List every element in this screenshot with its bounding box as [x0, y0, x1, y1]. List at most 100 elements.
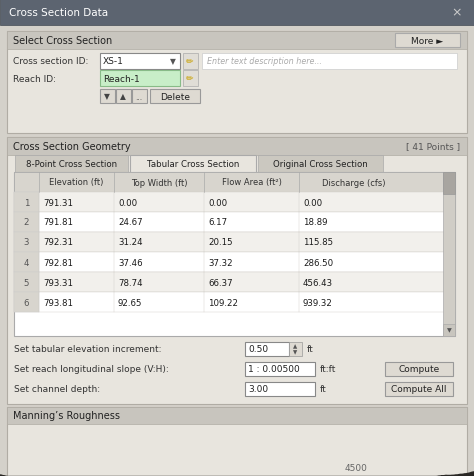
Text: 6.17: 6.17: [208, 218, 227, 227]
Text: More ►: More ►: [411, 37, 443, 45]
Text: Select Cross Section: Select Cross Section: [13, 36, 112, 46]
Text: 31.24: 31.24: [118, 238, 143, 247]
Text: 3: 3: [24, 238, 29, 247]
Bar: [183, 54, 198, 70]
Text: 791.31: 791.31: [43, 198, 73, 207]
Text: 5: 5: [24, 278, 29, 287]
Bar: [14, 292, 39, 312]
Text: 6: 6: [24, 298, 29, 307]
Bar: [395, 34, 460, 48]
Bar: [443, 324, 455, 336]
Bar: [7, 407, 467, 424]
Text: 792.31: 792.31: [43, 238, 73, 247]
Bar: [14, 193, 455, 213]
Bar: [14, 173, 455, 336]
Text: 18.89: 18.89: [303, 218, 328, 227]
Text: 0.50: 0.50: [248, 345, 268, 354]
Text: 1 : 0.00500: 1 : 0.00500: [248, 365, 300, 374]
Bar: [7, 138, 467, 156]
Bar: [7, 138, 467, 404]
Text: Reach-1: Reach-1: [103, 74, 140, 83]
Text: Enter text description here...: Enter text description here...: [207, 58, 322, 66]
Text: Discharge (cfs): Discharge (cfs): [322, 178, 386, 187]
Bar: [14, 252, 455, 272]
Text: 2: 2: [24, 218, 29, 227]
Bar: [183, 71, 198, 87]
Bar: [14, 213, 39, 232]
Text: Set reach longitudinal slope (V:H):: Set reach longitudinal slope (V:H):: [14, 365, 169, 374]
Bar: [100, 54, 180, 70]
Text: ×: ×: [452, 7, 462, 20]
Bar: [7, 32, 467, 134]
Bar: [14, 272, 455, 292]
Bar: [289, 342, 302, 356]
Bar: [14, 232, 39, 252]
Bar: [150, 90, 200, 104]
Text: 456.43: 456.43: [303, 278, 333, 287]
Bar: [258, 156, 383, 173]
Text: 0.00: 0.00: [118, 198, 137, 207]
Bar: [130, 156, 256, 173]
Text: 37.46: 37.46: [118, 258, 143, 267]
Text: 792.81: 792.81: [43, 258, 73, 267]
Bar: [14, 213, 455, 232]
Text: ft: ft: [307, 345, 314, 354]
Text: 0.00: 0.00: [303, 198, 322, 207]
Text: 286.50: 286.50: [303, 258, 333, 267]
Bar: [245, 382, 315, 396]
Text: 37.32: 37.32: [208, 258, 233, 267]
Bar: [14, 193, 39, 213]
Text: ▲: ▲: [120, 92, 126, 101]
Bar: [132, 90, 147, 104]
Text: 0.00: 0.00: [208, 198, 227, 207]
Text: 793.31: 793.31: [43, 278, 73, 287]
Text: Cross Section Data: Cross Section Data: [9, 8, 108, 18]
Text: Compute: Compute: [398, 365, 439, 374]
Bar: [245, 342, 289, 356]
Text: ▼: ▼: [104, 92, 110, 101]
Bar: [7, 32, 467, 50]
Text: 66.37: 66.37: [208, 278, 233, 287]
Bar: [14, 292, 455, 312]
Text: ft:ft: ft:ft: [320, 365, 337, 374]
Text: XS-1: XS-1: [103, 58, 124, 66]
Bar: [100, 71, 180, 87]
Text: ▲
▼: ▲ ▼: [293, 344, 297, 355]
Text: 4500: 4500: [345, 464, 368, 473]
Text: 1: 1: [24, 198, 29, 207]
Text: Reach ID:: Reach ID:: [13, 74, 56, 83]
Text: ▼: ▼: [447, 328, 451, 333]
Text: Top Width (ft): Top Width (ft): [131, 178, 187, 187]
Text: 20.15: 20.15: [208, 238, 233, 247]
Bar: [443, 173, 455, 336]
Bar: [443, 173, 455, 195]
Bar: [202, 54, 457, 70]
Text: 115.85: 115.85: [303, 238, 333, 247]
Bar: [15, 156, 128, 173]
Bar: [14, 232, 455, 252]
Text: Cross Section Geometry: Cross Section Geometry: [13, 142, 131, 152]
Text: 92.65: 92.65: [118, 298, 143, 307]
Bar: [14, 252, 39, 272]
Bar: [100, 90, 115, 104]
Text: Manning’s Roughness: Manning’s Roughness: [13, 411, 120, 421]
Text: Delete: Delete: [160, 92, 190, 101]
Text: 3.00: 3.00: [248, 385, 268, 394]
Bar: [116, 90, 131, 104]
Text: 109.22: 109.22: [208, 298, 238, 307]
Text: 8-Point Cross Section: 8-Point Cross Section: [26, 159, 117, 169]
Text: Original Cross Section: Original Cross Section: [273, 159, 368, 169]
Text: 4: 4: [24, 258, 29, 267]
Bar: [7, 407, 467, 476]
Text: Elevation (ft): Elevation (ft): [49, 178, 104, 187]
Text: Set tabular elevation increment:: Set tabular elevation increment:: [14, 345, 162, 354]
Text: Set channel depth:: Set channel depth:: [14, 385, 100, 394]
Text: 939.32: 939.32: [303, 298, 333, 307]
Bar: [14, 173, 455, 193]
Bar: [385, 382, 453, 396]
Text: ...: ...: [136, 92, 143, 101]
Text: 78.74: 78.74: [118, 278, 143, 287]
Text: 793.81: 793.81: [43, 298, 73, 307]
Text: Tabular Cross Section: Tabular Cross Section: [147, 159, 239, 169]
Bar: [245, 362, 315, 376]
